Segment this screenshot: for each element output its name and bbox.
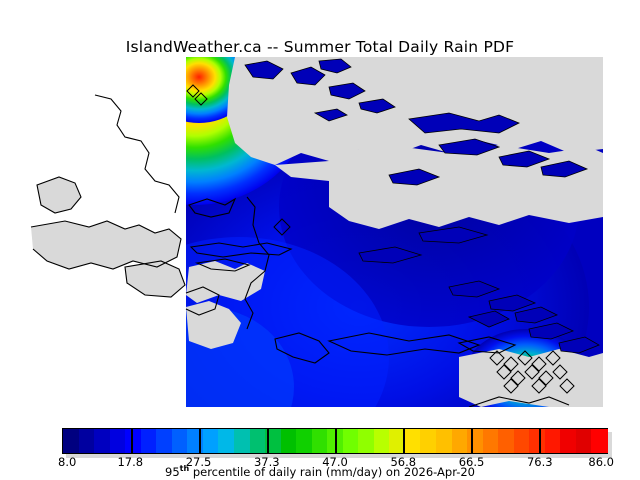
colorbar-tick-label: 37.3 xyxy=(253,455,280,469)
colorbar-tick-label: 86.0 xyxy=(588,455,614,469)
colorbar-segment xyxy=(389,429,407,453)
colorbar-divider xyxy=(131,429,133,453)
colorbar-segment xyxy=(265,429,282,453)
colorbar-segment xyxy=(451,429,469,453)
colorbar-segment xyxy=(233,429,251,453)
colorbar-segment xyxy=(78,429,96,453)
colorbar-tick-labels: 8.0 17.8 27.5 37.3 47.0 56.8 66.5 76.3 86.0 xyxy=(0,455,640,469)
colorbar-segment xyxy=(373,429,391,453)
colorbar-segment xyxy=(63,429,80,453)
caption-prefix: 95 xyxy=(165,464,180,479)
colorbar-segment xyxy=(218,429,236,453)
colorbar-segment xyxy=(342,429,360,453)
colorbar-tick-label: 66.5 xyxy=(458,455,485,469)
colorbar-tick-label: 27.5 xyxy=(185,455,212,469)
colorbar-segment xyxy=(109,429,127,453)
colorbar-tick-label: 17.8 xyxy=(117,455,144,469)
colorbar-segment xyxy=(498,429,516,453)
colorbar-segment xyxy=(591,429,609,453)
colorbar-tick-label: 47.0 xyxy=(322,455,348,469)
colorbar-segment xyxy=(296,429,314,453)
colorbar-caption: 95th percentile of daily rain (mm/day) o… xyxy=(0,464,640,479)
coastline-layer xyxy=(30,84,575,407)
colorbar-segment xyxy=(94,429,111,453)
colorbar-tick-label: 8.0 xyxy=(58,455,77,469)
caption-rest: percentile of daily rain (mm/day) on 202… xyxy=(189,464,475,479)
colorbar[interactable] xyxy=(62,428,609,454)
colorbar-segment xyxy=(436,429,453,453)
colorbar-divider xyxy=(539,429,541,453)
caption-superscript: th xyxy=(179,464,190,473)
colorbar-segment xyxy=(140,429,158,453)
colorbar-segment xyxy=(529,429,547,453)
colorbar-segment xyxy=(125,429,143,453)
colorbar-segment xyxy=(513,429,531,453)
island-layer xyxy=(244,58,600,354)
colorbar-segment xyxy=(467,429,484,453)
colorbar-segment xyxy=(171,429,189,453)
colorbar-gradient xyxy=(63,429,609,453)
colorbar-divider xyxy=(335,429,337,453)
colorbar-segment xyxy=(187,429,205,453)
colorbar-divider xyxy=(199,429,201,453)
colorbar-divider xyxy=(403,429,405,453)
colorbar-tick-label: 76.3 xyxy=(526,455,553,469)
colorbar-segment xyxy=(156,429,174,453)
colorbar-segment xyxy=(202,429,220,453)
colorbar-segment xyxy=(249,429,267,453)
colorbar-segment xyxy=(420,429,438,453)
colorbar-segment xyxy=(482,429,500,453)
land-overlay-layer xyxy=(186,57,603,407)
colorbar-divider xyxy=(471,429,473,453)
colorbar-segment xyxy=(404,429,422,453)
colorbar-segment xyxy=(311,429,329,453)
colorbar-segment xyxy=(544,429,562,453)
map-canvas[interactable] xyxy=(29,57,603,407)
colorbar-tick-label: 56.8 xyxy=(390,455,417,469)
colorbar-divider xyxy=(267,429,269,453)
map-panel[interactable] xyxy=(29,57,603,407)
page-title: IslandWeather.ca -- Summer Total Daily R… xyxy=(125,38,515,56)
colorbar-segment xyxy=(575,429,593,453)
colorbar-segment xyxy=(358,429,376,453)
colorbar-segment xyxy=(280,429,298,453)
colorbar-segment xyxy=(560,429,578,453)
